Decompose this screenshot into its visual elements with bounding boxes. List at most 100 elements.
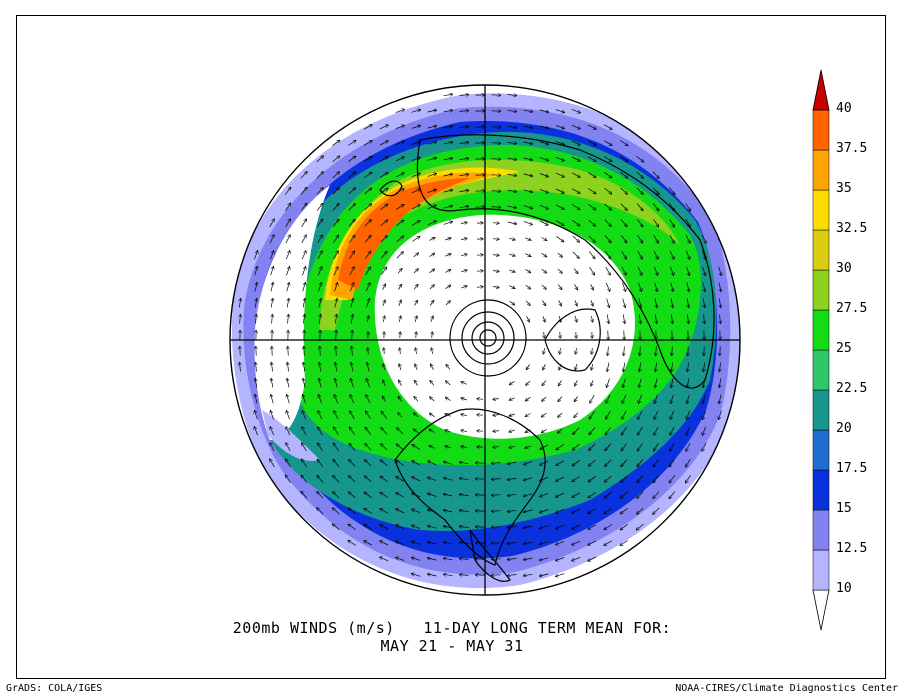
wind-vector-arrow: [461, 238, 467, 239]
wind-vector-arrow: [446, 397, 451, 401]
wind-vector-arrow: [349, 444, 356, 451]
wind-vector-arrow: [620, 219, 627, 227]
wind-vector-arrow: [624, 346, 625, 356]
wind-vector-arrow: [365, 283, 370, 292]
wind-vector-arrow: [653, 507, 660, 514]
wind-vector-arrow: [427, 221, 436, 226]
wind-vector-arrow: [588, 251, 595, 259]
wind-vector-arrow: [687, 298, 689, 308]
wind-vector-arrow: [459, 206, 469, 207]
wind-vector-arrow: [588, 524, 597, 529]
wind-vector-arrow: [302, 283, 306, 292]
wind-vector-arrow: [524, 477, 533, 481]
wind-vector-arrow: [366, 379, 370, 388]
wind-vector-arrow: [670, 282, 673, 292]
wind-vector-arrow: [431, 316, 433, 322]
wind-vector-arrow: [672, 314, 673, 324]
colorbar-tick-label: 10: [836, 581, 852, 596]
wind-vector-arrow: [507, 158, 517, 159]
wind-vector-arrow: [443, 174, 453, 177]
wind-vector-arrow: [542, 380, 547, 386]
wind-vector-arrow: [555, 156, 564, 160]
wind-vector-arrow: [576, 347, 577, 354]
wind-vector-arrow: [413, 269, 418, 274]
wind-vector-arrow: [460, 494, 469, 495]
plot-frame: [16, 15, 886, 679]
wind-vector-arrow: [380, 220, 388, 227]
wind-vector-arrow: [364, 525, 372, 530]
wind-vector-arrow: [444, 574, 453, 575]
wind-vector-arrow: [605, 491, 612, 498]
wind-vector-arrow: [540, 541, 549, 545]
wind-vector-arrow: [669, 250, 674, 259]
wind-vector-arrow: [348, 188, 356, 195]
wind-vector-arrow: [398, 285, 401, 290]
wind-vector-arrow: [255, 299, 256, 308]
wind-vector-arrow: [622, 410, 627, 419]
wind-vector-arrow: [703, 394, 706, 404]
wind-vector-arrow: [718, 282, 721, 292]
wind-vector-arrow: [318, 299, 321, 308]
wind-vector-arrow: [383, 380, 386, 386]
wind-vector-arrow: [655, 378, 658, 388]
wind-vector-arrow: [461, 430, 467, 431]
wind-vector-arrow: [620, 156, 627, 161]
wind-vector-arrow: [443, 94, 453, 95]
wind-vector-arrow: [287, 379, 290, 388]
wind-vector-arrow: [317, 459, 323, 467]
wind-vector-arrow: [461, 286, 467, 288]
wind-vector-arrow: [428, 510, 437, 513]
wind-vector-arrow: [556, 557, 565, 561]
wind-vector-arrow: [445, 254, 451, 257]
wind-vector-arrow: [622, 427, 627, 435]
wind-vector-arrow: [686, 426, 691, 435]
wind-vector-arrow: [333, 235, 339, 243]
wind-vector-arrow: [349, 476, 356, 483]
wind-vector-arrow: [686, 266, 690, 276]
wind-vector-arrow: [444, 494, 453, 497]
wind-vector-arrow: [381, 267, 387, 275]
wind-vector-arrow: [540, 525, 549, 529]
wind-vector-arrow: [269, 219, 274, 228]
wind-vector-arrow: [443, 206, 453, 209]
wind-vector-arrow: [589, 427, 596, 435]
wind-vector-arrow: [590, 394, 595, 403]
wind-vector-arrow: [654, 298, 657, 308]
grid-lines: [230, 85, 740, 595]
wind-vector-arrow: [254, 251, 257, 260]
wind-vector-arrow: [654, 443, 659, 451]
wind-vector-arrow: [399, 364, 401, 371]
wind-vector-arrow: [621, 443, 627, 450]
wind-vector-arrow: [559, 364, 561, 370]
wind-vector-arrow: [604, 540, 612, 546]
wind-vector-arrow: [523, 126, 533, 128]
wind-vector-arrow: [654, 410, 659, 419]
coastlines: [379, 134, 715, 582]
colorbar-segment: [812, 189, 830, 231]
wind-vector-arrow: [460, 462, 469, 464]
wind-vector-arrow: [333, 443, 339, 451]
wind-vector-arrow: [379, 141, 388, 146]
wind-vector-arrow: [507, 126, 517, 127]
wind-vector-arrow: [427, 174, 437, 177]
wind-vector-arrow: [557, 252, 562, 257]
wind-vector-arrow: [621, 507, 628, 514]
wind-vector-arrow: [571, 172, 580, 177]
wind-vector-arrow: [572, 508, 581, 513]
colorbar-segment: [812, 509, 830, 551]
wind-vector-arrow: [636, 171, 644, 178]
wind-vector-arrow: [555, 125, 564, 129]
wind-vector-arrow: [605, 443, 612, 451]
wind-vector-arrow: [572, 188, 580, 194]
wind-vector-arrow: [523, 205, 533, 209]
wind-vector-arrow: [653, 219, 659, 226]
wind-vector-arrow: [411, 189, 420, 194]
wind-vector-arrow: [604, 187, 612, 194]
wind-vector-arrow: [459, 174, 469, 175]
wind-vector-arrow: [540, 460, 549, 465]
wind-vector-arrow: [365, 476, 372, 483]
wind-vector-arrow: [508, 494, 517, 496]
wind-vector-arrow: [555, 204, 564, 209]
wind-vector-arrow: [588, 476, 596, 481]
wind-vector-arrow: [304, 315, 305, 324]
